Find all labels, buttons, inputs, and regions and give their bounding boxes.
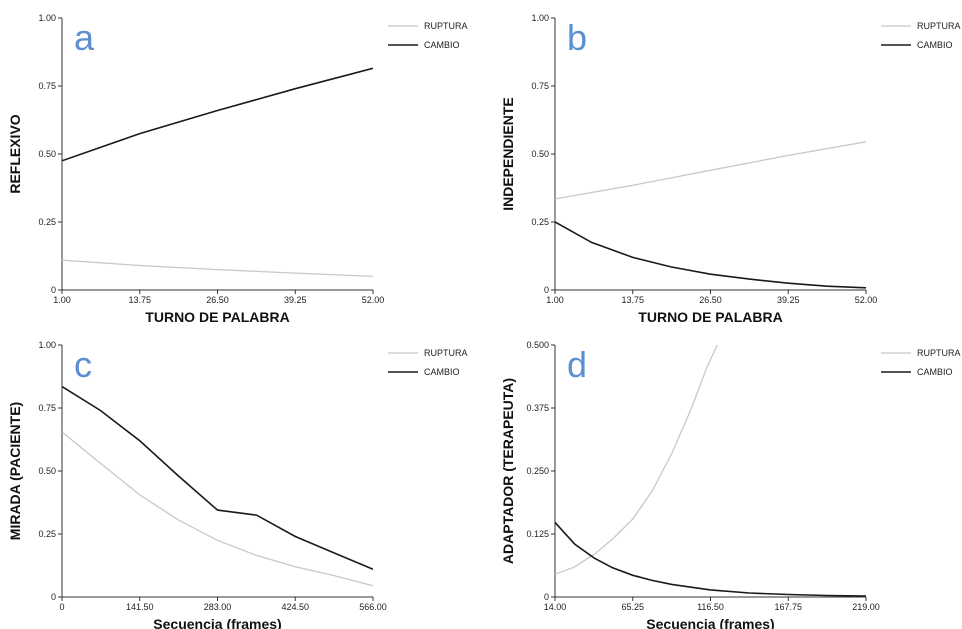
series-line-cambio bbox=[555, 521, 866, 597]
x-tick-label: 283.00 bbox=[204, 602, 232, 612]
panel-letter: b bbox=[567, 17, 587, 58]
y-tick-label: 0.25 bbox=[38, 529, 56, 539]
series-line-ruptura bbox=[555, 345, 718, 575]
panel-letter: a bbox=[74, 17, 95, 58]
y-tick-label: 0 bbox=[51, 592, 56, 602]
x-tick-label: 52.00 bbox=[362, 295, 385, 305]
x-tick-label: 167.75 bbox=[774, 602, 802, 612]
chart-panel-c: 0 0.25 0.50 0.75 1.00 0 141.50 283.00 424.50 566.… bbox=[7, 340, 468, 629]
x-tick-label: 26.50 bbox=[206, 295, 229, 305]
series-line-ruptura bbox=[62, 259, 373, 278]
y-tick-label: 0.500 bbox=[526, 340, 549, 350]
x-tick-label: 39.25 bbox=[284, 295, 307, 305]
x-tick-label: 566.00 bbox=[359, 602, 387, 612]
y-tick-label: 0.75 bbox=[38, 81, 56, 91]
series-line-ruptura bbox=[62, 431, 373, 587]
legend-label: CAMBIO bbox=[917, 367, 953, 377]
x-tick-label: 13.75 bbox=[128, 295, 151, 305]
chart-panel-b: 0 0.25 0.50 0.75 1.00 1.00 13.75 26.50 39.25 52.0… bbox=[500, 13, 961, 325]
y-tick-label: 0.50 bbox=[38, 466, 56, 476]
y-axis-label: ADAPTADOR (TERAPEUTA) bbox=[500, 378, 516, 564]
x-tick-label: 1.00 bbox=[546, 295, 564, 305]
x-tick-label: 13.75 bbox=[621, 295, 644, 305]
x-axis-label: TURNO DE PALABRA bbox=[145, 309, 289, 325]
y-tick-label: 0.25 bbox=[38, 217, 56, 227]
x-tick-label: 14.00 bbox=[544, 602, 567, 612]
y-tick-label: 0.50 bbox=[38, 149, 56, 159]
series-line-cambio bbox=[555, 221, 866, 289]
x-axis-label: Secuencia (frames) bbox=[646, 616, 774, 629]
x-tick-label: 1.00 bbox=[53, 295, 71, 305]
y-tick-label: 1.00 bbox=[38, 13, 56, 23]
x-tick-label: 219.00 bbox=[852, 602, 880, 612]
chart-panel-a: 0 0.25 0.50 0.75 1.00 1.00 13.75 26.50 39.25 52.0… bbox=[7, 13, 468, 325]
y-tick-label: 0.50 bbox=[531, 149, 549, 159]
series-line-cambio bbox=[62, 67, 373, 162]
legend-label: CAMBIO bbox=[424, 367, 460, 377]
legend-label: CAMBIO bbox=[917, 40, 953, 50]
y-tick-label: 0.375 bbox=[526, 403, 549, 413]
x-axis-label: TURNO DE PALABRA bbox=[638, 309, 782, 325]
panel-letter: c bbox=[74, 344, 92, 385]
panel-letter: d bbox=[567, 344, 587, 385]
y-axis-label: REFLEXIVO bbox=[7, 114, 23, 193]
series-line-cambio bbox=[62, 385, 373, 571]
y-tick-label: 0.250 bbox=[526, 466, 549, 476]
x-axis-label: Secuencia (frames) bbox=[153, 616, 281, 629]
y-tick-label: 0.75 bbox=[38, 403, 56, 413]
y-tick-label: 0 bbox=[51, 285, 56, 295]
y-axis-label: INDEPENDIENTE bbox=[500, 97, 516, 211]
x-tick-label: 39.25 bbox=[777, 295, 800, 305]
y-tick-label: 1.00 bbox=[531, 13, 549, 23]
x-tick-label: 26.50 bbox=[699, 295, 722, 305]
y-axis-label: MIRADA (PACIENTE) bbox=[7, 402, 23, 540]
x-tick-label: 424.50 bbox=[281, 602, 309, 612]
y-tick-label: 0.125 bbox=[526, 529, 549, 539]
y-tick-label: 0.75 bbox=[531, 81, 549, 91]
y-tick-label: 0 bbox=[544, 285, 549, 295]
y-tick-label: 0 bbox=[544, 592, 549, 602]
legend-label: RUPTURA bbox=[917, 348, 961, 358]
x-tick-label: 0 bbox=[59, 602, 64, 612]
x-tick-label: 116.50 bbox=[697, 602, 724, 612]
x-tick-label: 65.25 bbox=[621, 602, 644, 612]
legend-label: CAMBIO bbox=[424, 40, 460, 50]
x-tick-label: 141.50 bbox=[126, 602, 154, 612]
y-tick-label: 0.25 bbox=[531, 217, 549, 227]
chart-panel-d: 0 0.125 0.250 0.375 0.500 14.00 65.25 116.50 167… bbox=[500, 340, 961, 629]
legend-label: RUPTURA bbox=[424, 21, 468, 31]
legend-label: RUPTURA bbox=[424, 348, 468, 358]
y-tick-label: 1.00 bbox=[38, 340, 56, 350]
series-line-ruptura bbox=[555, 141, 866, 200]
x-tick-label: 52.00 bbox=[855, 295, 878, 305]
legend-label: RUPTURA bbox=[917, 21, 961, 31]
